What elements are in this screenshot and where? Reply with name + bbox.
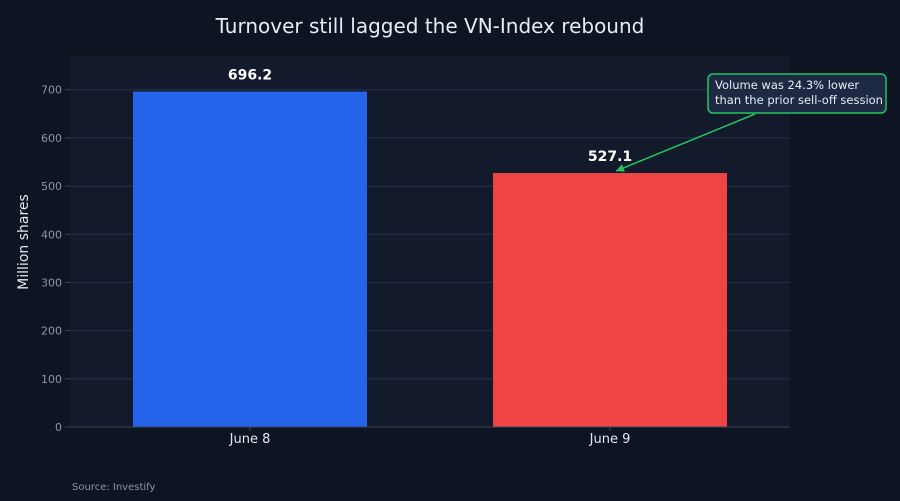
y-axis-label: Million shares	[16, 194, 32, 290]
annotation-arrowhead	[616, 164, 625, 172]
x-ticks: June 8 June 9	[229, 427, 631, 447]
annotation-arrow	[615, 113, 756, 172]
y-tick-label: 0	[55, 421, 62, 434]
annotation-line-1: Volume was 24.3% lower	[715, 78, 859, 92]
source-note: Source: Investify	[72, 482, 156, 493]
y-tick-label: 400	[41, 228, 62, 241]
bars-group	[133, 91, 727, 428]
data-label: 527.1	[588, 149, 632, 165]
annotation-line-2: than the prior sell-off session	[715, 93, 883, 107]
annotation-box	[707, 73, 887, 114]
y-tick-label: 600	[41, 132, 62, 145]
x-tick-label: June 8	[229, 432, 271, 447]
chart-title: Turnover still lagged the VN-Index rebou…	[215, 14, 645, 38]
y-ticks: 0 100 200 300 400 500 600 700	[41, 84, 70, 434]
y-tick-label: 500	[41, 180, 62, 193]
x-tick-label: June 9	[589, 432, 631, 447]
bar-2	[493, 173, 727, 427]
y-tick-label: 700	[41, 84, 62, 97]
y-tick-label: 300	[41, 276, 62, 289]
data-label: 696.2	[228, 68, 272, 84]
data-labels: 696.2 527.1	[228, 68, 632, 165]
bar-1	[133, 91, 367, 428]
y-tick-label: 200	[41, 325, 62, 338]
annotation: Volume was 24.3% lower than the prior se…	[615, 73, 887, 172]
y-tick-label: 100	[41, 373, 62, 386]
